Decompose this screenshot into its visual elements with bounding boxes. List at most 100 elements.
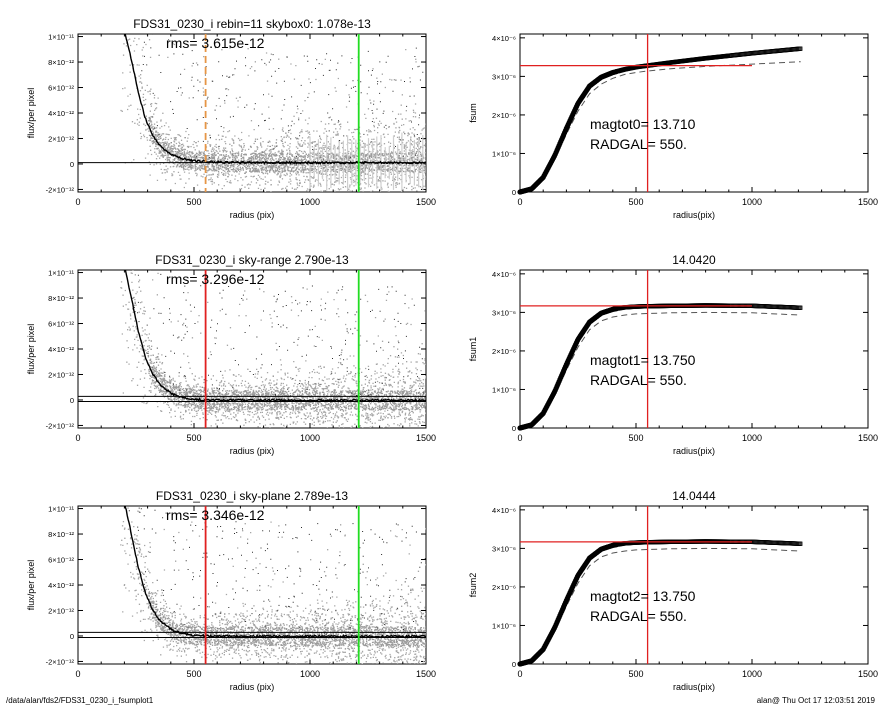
plot-frame [519, 505, 869, 665]
x-tick-label: 1500 [858, 669, 878, 679]
x-tick-label: 1500 [416, 669, 436, 679]
y-tick-label: -2×10⁻¹² [46, 185, 75, 194]
scatter-outlier-points [132, 270, 426, 401]
y-axis-label: flux/per pixel [26, 324, 36, 375]
x-tick-label: 1000 [300, 669, 320, 679]
scatter-outlier-points [128, 507, 426, 636]
scatter-points [120, 507, 426, 664]
magtot-annotation: magtot1= 13.750 [590, 352, 696, 368]
chart-title: 14.0444 [672, 489, 716, 503]
y-tick-label: 8×10⁻¹² [48, 294, 74, 303]
x-tick-label: 500 [186, 197, 201, 207]
y-tick-label: 1×10⁻⁶ [492, 621, 516, 630]
fsum-marker [798, 305, 803, 310]
x-axis-label: radius(pix) [673, 210, 715, 220]
x-tick-label: 0 [517, 433, 522, 443]
y-tick-label: 4×10⁻⁶ [492, 270, 516, 279]
x-axis-label: radius (pix) [230, 446, 275, 456]
y-axis-label: fsum2 [468, 573, 478, 598]
x-tick-label: 1000 [742, 669, 762, 679]
scatter-points [120, 37, 426, 192]
panel-3-axes: 0 500 1000 1500-2×10⁻¹²02×10⁻¹²4×10⁻¹²6×10⁻… [26, 253, 436, 456]
y-tick-label: 2×10⁻⁶ [492, 111, 516, 120]
x-tick-label: 500 [186, 433, 201, 443]
y-tick-label: 1×10⁻¹¹ [48, 269, 74, 278]
y-tick-label: 3×10⁻⁶ [492, 308, 516, 317]
chart-title: 14.0420 [672, 253, 716, 267]
panel-5-axes: 0 500 1000 1500-2×10⁻¹²02×10⁻¹²4×10⁻¹²6×10⁻… [26, 489, 436, 692]
chart-title: FDS31_0230_i rebin=11 skybox0: 1.078e-13 [133, 17, 371, 31]
panel-5-plot-area [78, 506, 426, 664]
y-tick-label: 2×10⁻¹² [48, 370, 74, 379]
x-axis-label: radius (pix) [230, 682, 275, 692]
footer-timestamp: alan@ Thu Oct 17 12:03:51 2019 [756, 696, 875, 705]
x-axis-label: radius(pix) [673, 446, 715, 456]
magtot-annotation: magtot0= 13.710 [590, 116, 696, 132]
fsum-markers [517, 46, 803, 195]
x-tick-label: 0 [517, 197, 522, 207]
mean-profile-line [124, 506, 426, 639]
radgal-annotation: RADGAL= 550. [590, 136, 687, 152]
footer-file-path: /data/alan/fds2/FDS31_0230_i_fsumplot1 [6, 696, 154, 705]
mean-profile-line [124, 270, 426, 403]
y-tick-label: 6×10⁻¹² [48, 84, 74, 93]
x-tick-label: 1500 [858, 197, 878, 207]
scatter-outlier-points [141, 34, 424, 163]
y-tick-label: 0 [512, 660, 516, 669]
x-axis-label: radius(pix) [673, 682, 715, 692]
y-tick-label: 2×10⁻⁶ [492, 347, 516, 356]
y-tick-label: 4×10⁻⁶ [492, 506, 516, 515]
y-tick-label: 2×10⁻⁶ [492, 583, 516, 592]
panel-1-axes: 0 500 1000 1500-2×10⁻¹²02×10⁻¹²4×10⁻¹²6×10⁻… [26, 17, 436, 220]
x-tick-label: 0 [75, 433, 80, 443]
x-tick-label: 500 [628, 197, 643, 207]
radgal-annotation: RADGAL= 550. [590, 372, 687, 388]
y-tick-label: 6×10⁻¹² [48, 556, 74, 565]
plot-frame [519, 269, 869, 429]
y-tick-label: 0 [512, 188, 516, 197]
magtot-annotation: magtot2= 13.750 [590, 588, 696, 604]
x-tick-label: 1500 [858, 433, 878, 443]
y-tick-label: 3×10⁻⁶ [492, 544, 516, 553]
y-tick-label: 0 [70, 160, 74, 169]
y-tick-label: 2×10⁻¹² [48, 134, 74, 143]
x-tick-label: 1000 [300, 433, 320, 443]
plot-frame [519, 33, 869, 193]
rms-annotation: rms= 3.615e-12 [166, 35, 265, 51]
x-axis-label: radius (pix) [230, 210, 275, 220]
x-tick-label: 1000 [742, 433, 762, 443]
x-tick-label: 1000 [742, 197, 762, 207]
y-tick-label: 8×10⁻¹² [48, 58, 74, 67]
y-tick-label: 8×10⁻¹² [48, 530, 74, 539]
y-tick-label: 6×10⁻¹² [48, 320, 74, 329]
scatter-points [120, 270, 426, 428]
x-tick-label: 500 [628, 669, 643, 679]
y-axis-label: flux/per pixel [26, 88, 36, 139]
x-tick-label: 500 [186, 669, 201, 679]
panel-4-axes: 0 500 1000 1500 0 1×10⁻⁶ 2×10⁻⁶ 3×10⁻⁶ 4×10⁻⁶ rad… [468, 253, 878, 456]
panel-6-axes: 0 500 1000 1500 0 1×10⁻⁶ 2×10⁻⁶ 3×10⁻⁶ 4×10⁻⁶ rad… [468, 489, 878, 692]
y-tick-label: 4×10⁻¹² [48, 109, 74, 118]
y-tick-label: 1×10⁻⁶ [492, 149, 516, 158]
y-axis-label: fsum1 [468, 337, 478, 362]
chart-title: FDS31_0230_i sky-plane 2.789e-13 [156, 489, 348, 503]
x-tick-label: 1500 [416, 197, 436, 207]
y-tick-label: 2×10⁻¹² [48, 606, 74, 615]
x-tick-label: 500 [628, 433, 643, 443]
y-tick-label: 1×10⁻¹¹ [48, 33, 74, 42]
y-tick-label: 4×10⁻⁶ [492, 34, 516, 43]
y-tick-label: 1×10⁻⁶ [492, 385, 516, 394]
panel-3-plot-area [78, 270, 426, 428]
y-tick-label: 1×10⁻¹¹ [48, 505, 74, 514]
y-tick-label: 3×10⁻⁶ [492, 72, 516, 81]
x-tick-label: 0 [517, 669, 522, 679]
y-tick-label: -2×10⁻¹² [46, 657, 75, 666]
y-tick-label: 4×10⁻¹² [48, 345, 74, 354]
fsum-marker [798, 541, 803, 546]
y-axis-label: flux/per pixel [26, 560, 36, 611]
x-tick-label: 0 [75, 197, 80, 207]
panel-1-plot-area [78, 34, 426, 192]
rms-annotation: rms= 3.346e-12 [166, 507, 265, 523]
y-tick-label: 4×10⁻¹² [48, 581, 74, 590]
